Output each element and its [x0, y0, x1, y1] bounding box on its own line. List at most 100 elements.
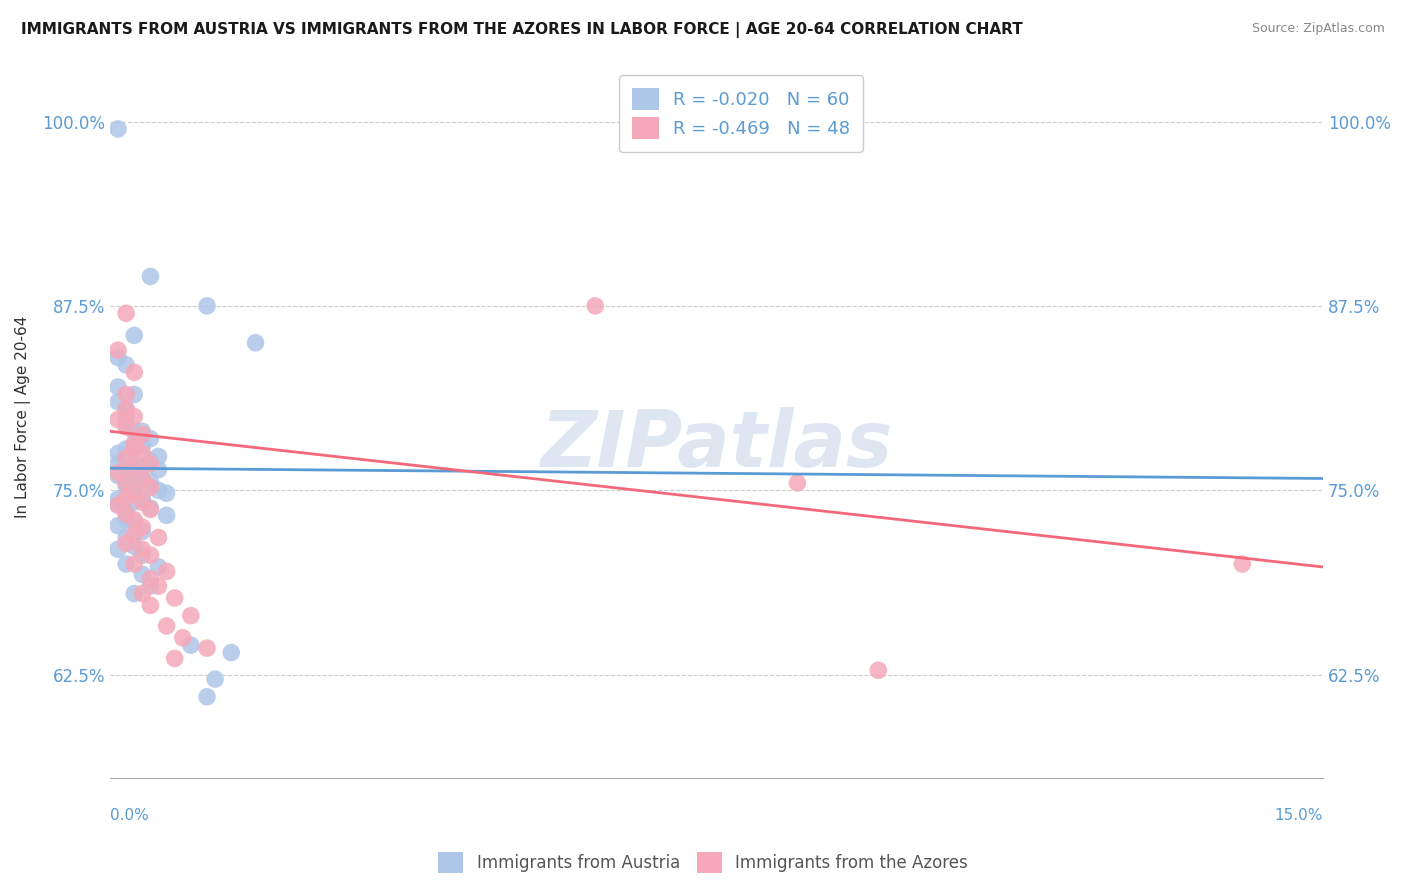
- Point: [115, 402, 138, 417]
- Point: [148, 560, 170, 574]
- Point: [122, 442, 145, 456]
- Point: [115, 479, 138, 493]
- Point: [148, 462, 170, 476]
- Point: [131, 495, 153, 509]
- Point: [122, 425, 145, 439]
- Point: [122, 466, 145, 480]
- Point: [245, 335, 267, 350]
- Point: [115, 417, 138, 431]
- Legend: R = -0.020   N = 60, R = -0.469   N = 48: R = -0.020 N = 60, R = -0.469 N = 48: [619, 75, 863, 152]
- Point: [131, 471, 153, 485]
- Point: [868, 663, 890, 677]
- Point: [139, 599, 162, 613]
- Text: 15.0%: 15.0%: [1275, 808, 1323, 823]
- Point: [115, 450, 138, 465]
- Text: ZIPatlas: ZIPatlas: [540, 408, 893, 483]
- Point: [155, 486, 177, 500]
- Point: [122, 328, 145, 343]
- Point: [131, 520, 153, 534]
- Point: [107, 542, 129, 557]
- Point: [122, 557, 145, 571]
- Point: [122, 409, 145, 424]
- Point: [107, 351, 129, 365]
- Point: [107, 446, 129, 460]
- Point: [107, 380, 129, 394]
- Text: 0.0%: 0.0%: [110, 808, 149, 823]
- Point: [180, 638, 202, 652]
- Point: [115, 409, 138, 424]
- Point: [148, 531, 170, 545]
- Point: [115, 491, 138, 505]
- Point: [122, 539, 145, 553]
- Point: [115, 513, 138, 527]
- Point: [131, 446, 153, 460]
- Text: Source: ZipAtlas.com: Source: ZipAtlas.com: [1251, 22, 1385, 36]
- Point: [122, 486, 145, 500]
- Point: [139, 500, 162, 515]
- Point: [107, 343, 129, 358]
- Point: [131, 586, 153, 600]
- Point: [583, 299, 606, 313]
- Point: [1232, 557, 1254, 571]
- Point: [139, 548, 162, 562]
- Point: [122, 495, 145, 509]
- Point: [115, 531, 138, 545]
- Point: [204, 672, 226, 686]
- Point: [107, 394, 129, 409]
- Point: [115, 306, 138, 320]
- Point: [155, 565, 177, 579]
- Point: [122, 527, 145, 541]
- Point: [148, 579, 170, 593]
- Point: [139, 432, 162, 446]
- Point: [163, 651, 186, 665]
- Point: [139, 454, 162, 468]
- Point: [107, 518, 129, 533]
- Point: [115, 402, 138, 417]
- Point: [139, 579, 162, 593]
- Point: [115, 475, 138, 490]
- Point: [131, 524, 153, 539]
- Point: [139, 269, 162, 284]
- Point: [131, 548, 153, 562]
- Point: [163, 591, 186, 605]
- Point: [131, 439, 153, 453]
- Point: [107, 498, 129, 512]
- Point: [221, 646, 243, 660]
- Point: [131, 459, 153, 474]
- Point: [115, 505, 138, 519]
- Point: [131, 471, 153, 485]
- Point: [131, 425, 153, 439]
- Point: [122, 439, 145, 453]
- Point: [122, 365, 145, 379]
- Point: [122, 436, 145, 450]
- Point: [115, 442, 138, 456]
- Point: [115, 475, 138, 490]
- Point: [107, 468, 129, 483]
- Point: [195, 690, 218, 704]
- Point: [115, 420, 138, 434]
- Point: [155, 508, 177, 523]
- Point: [122, 586, 145, 600]
- Point: [122, 513, 145, 527]
- Point: [148, 450, 170, 464]
- Point: [115, 387, 138, 401]
- Point: [180, 608, 202, 623]
- Point: [122, 461, 145, 475]
- Point: [172, 631, 194, 645]
- Point: [131, 427, 153, 442]
- Text: IMMIGRANTS FROM AUSTRIA VS IMMIGRANTS FROM THE AZORES IN LABOR FORCE | AGE 20-64: IMMIGRANTS FROM AUSTRIA VS IMMIGRANTS FR…: [21, 22, 1022, 38]
- Point: [122, 387, 145, 401]
- Point: [107, 412, 129, 426]
- Point: [195, 299, 218, 313]
- Point: [148, 483, 170, 498]
- Point: [107, 121, 129, 136]
- Point: [131, 491, 153, 505]
- Point: [139, 475, 162, 489]
- Point: [107, 466, 129, 480]
- Point: [115, 461, 138, 475]
- Point: [131, 567, 153, 582]
- Point: [155, 619, 177, 633]
- Point: [115, 536, 138, 550]
- Point: [107, 457, 129, 471]
- Point: [122, 457, 145, 471]
